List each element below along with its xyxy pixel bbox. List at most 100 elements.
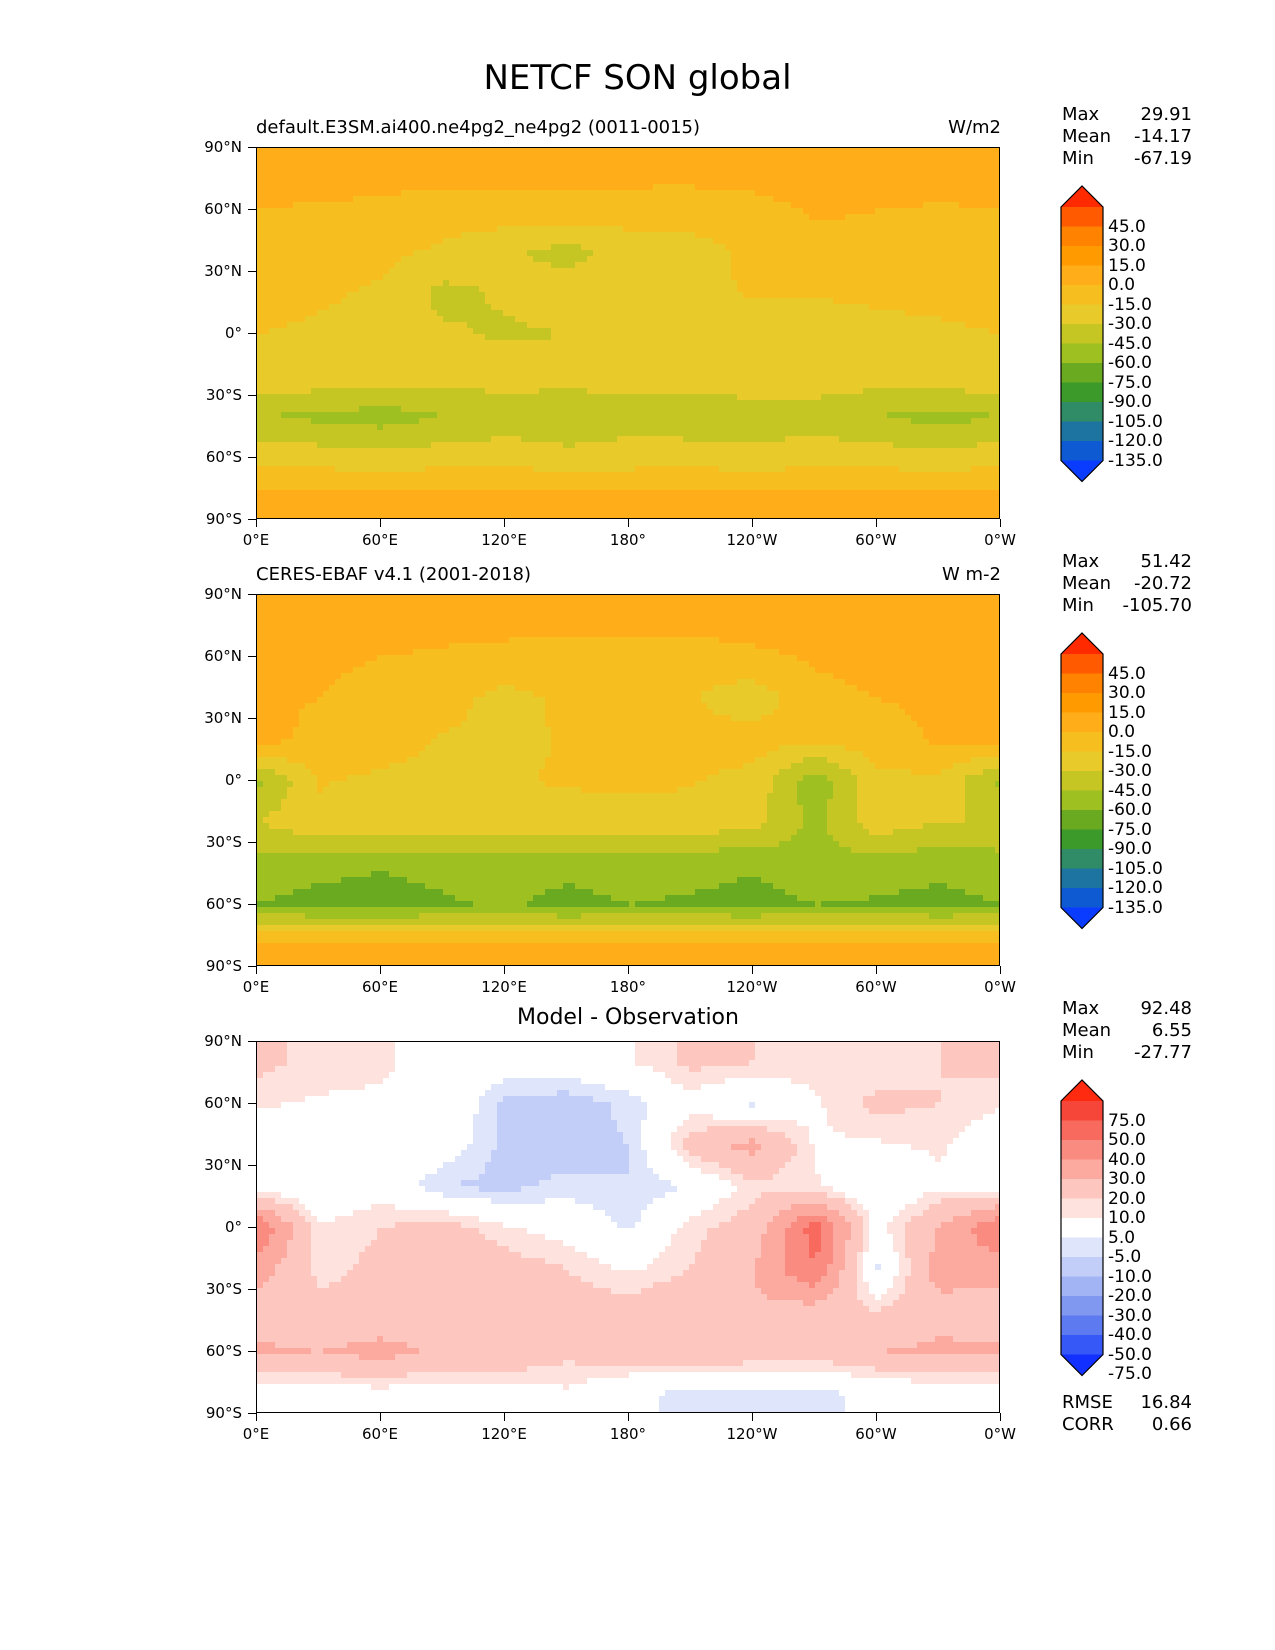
- heatmap-cell: [287, 364, 294, 371]
- heatmap-cell: [941, 364, 948, 371]
- heatmap-cell: [455, 220, 462, 227]
- heatmap-cell: [731, 340, 738, 347]
- heatmap-cell: [983, 328, 990, 335]
- heatmap-cell: [623, 184, 630, 191]
- heatmap-cell: [347, 178, 354, 185]
- heatmap-cell: [989, 178, 996, 185]
- heatmap-cell: [857, 352, 864, 359]
- heatmap-cell: [329, 220, 336, 227]
- heatmap-cell: [299, 334, 306, 341]
- heatmap-cell: [665, 286, 672, 293]
- heatmap-cell: [995, 178, 999, 185]
- heatmap-cell: [737, 328, 744, 335]
- heatmap-cell: [653, 346, 660, 353]
- heatmap-cell: [809, 226, 816, 233]
- heatmap-cell: [857, 178, 864, 185]
- heatmap-cell: [923, 370, 930, 377]
- heatmap-cell: [317, 244, 324, 251]
- heatmap-cell: [833, 322, 840, 329]
- heatmap-cell: [401, 322, 408, 329]
- heatmap-cell: [521, 160, 528, 167]
- heatmap-cell: [575, 184, 582, 191]
- heatmap-cell: [899, 322, 906, 329]
- heatmap-cell: [929, 268, 936, 275]
- heatmap-cell: [551, 310, 558, 317]
- heatmap-cell: [551, 298, 558, 305]
- heatmap-cell: [791, 178, 798, 185]
- heatmap-cell: [635, 376, 642, 383]
- heatmap-cell: [779, 244, 786, 251]
- heatmap-cell: [557, 304, 564, 311]
- heatmap-cell: [353, 262, 360, 269]
- heatmap-cell: [383, 256, 390, 263]
- heatmap-cell: [761, 268, 768, 275]
- heatmap-cell: [887, 328, 894, 335]
- heatmap-cell: [713, 340, 720, 347]
- heatmap-cell: [671, 172, 678, 179]
- heatmap-cell: [821, 202, 828, 209]
- heatmap-cell: [365, 184, 372, 191]
- heatmap-cell: [419, 226, 426, 233]
- heatmap-cell: [719, 334, 726, 341]
- heatmap-cell: [371, 274, 378, 281]
- heatmap-cell: [581, 382, 588, 389]
- heatmap-cell: [599, 184, 606, 191]
- heatmap-cell: [509, 280, 516, 287]
- heatmap-cell: [749, 346, 756, 353]
- heatmap-cell: [545, 298, 552, 305]
- heatmap-cell: [941, 178, 948, 185]
- heatmap-cell: [503, 178, 510, 185]
- heatmap-cell: [815, 154, 822, 161]
- heatmap-cell: [509, 358, 516, 365]
- heatmap-cell: [815, 226, 822, 233]
- heatmap-cell: [923, 190, 930, 197]
- heatmap-cell: [953, 286, 960, 293]
- heatmap-cell: [725, 166, 732, 173]
- heatmap-cell: [569, 154, 576, 161]
- heatmap-cell: [983, 364, 990, 371]
- heatmap-cell: [335, 364, 342, 371]
- heatmap-cell: [611, 328, 618, 335]
- heatmap-cell: [269, 196, 276, 203]
- heatmap-cell: [491, 292, 498, 299]
- heatmap-cell: [947, 208, 954, 215]
- heatmap-cell: [779, 262, 786, 269]
- heatmap-cell: [677, 382, 684, 389]
- heatmap-cell: [413, 190, 420, 197]
- heatmap-cell: [755, 334, 762, 341]
- heatmap-cell: [317, 274, 324, 281]
- heatmap-cell: [563, 310, 570, 317]
- heatmap-cell: [575, 280, 582, 287]
- heatmap-cell: [593, 262, 600, 269]
- heatmap-cell: [311, 292, 318, 299]
- heatmap-cell: [653, 244, 660, 251]
- heatmap-cell: [335, 382, 342, 389]
- heatmap-cell: [257, 340, 264, 347]
- heatmap-cell: [671, 262, 678, 269]
- heatmap-cell: [455, 202, 462, 209]
- heatmap-cell: [581, 328, 588, 335]
- heatmap-cell: [365, 160, 372, 167]
- heatmap-cell: [941, 190, 948, 197]
- heatmap-cell: [767, 352, 774, 359]
- heatmap-cell: [941, 340, 948, 347]
- heatmap-cell: [605, 280, 612, 287]
- heatmap-cell: [773, 346, 780, 353]
- heatmap-cell: [347, 250, 354, 257]
- heatmap-cell: [851, 322, 858, 329]
- heatmap-cell: [995, 322, 999, 329]
- heatmap-cell: [503, 364, 510, 371]
- heatmap-cell: [827, 292, 834, 299]
- heatmap-cell: [419, 172, 426, 179]
- heatmap-cell: [761, 196, 768, 203]
- heatmap-cell: [425, 196, 432, 203]
- heatmap-cell: [653, 196, 660, 203]
- heatmap-cell: [467, 364, 474, 371]
- heatmap-cell: [269, 232, 276, 239]
- heatmap-cell: [341, 160, 348, 167]
- heatmap-cell: [947, 226, 954, 233]
- heatmap-cell: [821, 244, 828, 251]
- heatmap-cell: [893, 352, 900, 359]
- heatmap-cell: [827, 202, 834, 209]
- heatmap-cell: [947, 148, 954, 155]
